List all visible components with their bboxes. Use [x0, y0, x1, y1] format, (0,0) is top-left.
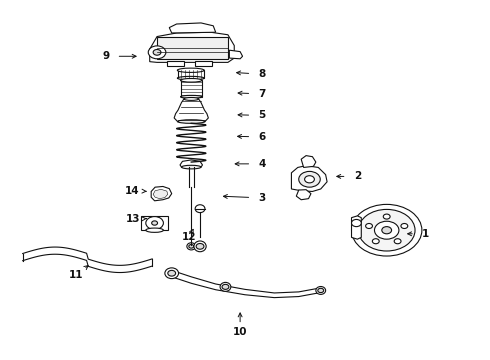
Circle shape	[148, 46, 166, 59]
Ellipse shape	[187, 243, 196, 250]
Polygon shape	[229, 50, 243, 59]
Circle shape	[374, 221, 399, 239]
Circle shape	[152, 221, 158, 225]
Circle shape	[146, 217, 163, 229]
Circle shape	[318, 288, 324, 293]
Ellipse shape	[146, 228, 163, 232]
Ellipse shape	[177, 68, 204, 72]
Polygon shape	[151, 186, 172, 201]
Text: 8: 8	[259, 69, 266, 79]
Circle shape	[372, 239, 379, 244]
Circle shape	[383, 214, 390, 219]
Ellipse shape	[180, 95, 202, 98]
Ellipse shape	[165, 268, 178, 279]
Polygon shape	[296, 190, 311, 200]
Text: 2: 2	[354, 171, 361, 181]
Text: 3: 3	[259, 193, 266, 203]
Circle shape	[196, 243, 204, 249]
Ellipse shape	[195, 205, 205, 213]
Circle shape	[305, 176, 315, 183]
Text: 1: 1	[422, 229, 429, 239]
Ellipse shape	[177, 76, 204, 80]
Circle shape	[394, 239, 401, 244]
Text: 10: 10	[233, 327, 247, 337]
Polygon shape	[153, 189, 168, 199]
Polygon shape	[180, 160, 202, 167]
Ellipse shape	[177, 120, 205, 123]
Bar	[167, 61, 184, 66]
Ellipse shape	[194, 241, 206, 252]
Text: 7: 7	[258, 89, 266, 99]
Polygon shape	[172, 270, 318, 298]
Ellipse shape	[181, 165, 201, 169]
Text: 12: 12	[182, 232, 196, 242]
Text: 6: 6	[259, 132, 266, 142]
Polygon shape	[351, 216, 361, 239]
Ellipse shape	[180, 78, 202, 82]
Bar	[195, 61, 212, 66]
Circle shape	[382, 226, 392, 234]
Bar	[157, 37, 228, 59]
Text: 4: 4	[258, 159, 266, 169]
Bar	[141, 216, 168, 230]
Text: 11: 11	[69, 270, 84, 280]
Circle shape	[401, 224, 408, 229]
Circle shape	[189, 244, 194, 248]
Bar	[177, 70, 204, 78]
Circle shape	[153, 49, 161, 55]
Text: 14: 14	[125, 186, 140, 196]
Circle shape	[351, 204, 422, 256]
Text: 9: 9	[102, 51, 109, 61]
Circle shape	[351, 220, 361, 226]
Polygon shape	[301, 156, 316, 167]
Text: 5: 5	[259, 111, 266, 121]
Ellipse shape	[184, 98, 198, 100]
Circle shape	[358, 210, 415, 251]
Circle shape	[299, 171, 320, 187]
Polygon shape	[174, 99, 208, 122]
Text: 13: 13	[125, 215, 140, 224]
Circle shape	[366, 224, 372, 229]
Circle shape	[222, 284, 229, 289]
Bar	[180, 80, 202, 97]
Ellipse shape	[316, 287, 326, 294]
Polygon shape	[292, 166, 327, 192]
Polygon shape	[150, 32, 234, 62]
Polygon shape	[169, 23, 216, 33]
Circle shape	[168, 270, 175, 276]
Ellipse shape	[220, 282, 231, 291]
